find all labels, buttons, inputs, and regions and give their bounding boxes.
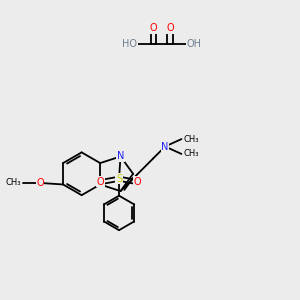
Text: CH₃: CH₃ [184,135,199,144]
Text: CH₃: CH₃ [6,178,22,188]
Text: N: N [161,142,169,152]
Text: OH: OH [186,40,201,50]
Text: O: O [36,178,44,188]
Text: O: O [150,23,158,33]
Text: O: O [134,177,142,187]
Text: CH₃: CH₃ [184,149,199,158]
Text: O: O [97,177,104,187]
Text: S: S [116,174,122,184]
Text: O: O [166,23,174,33]
Text: HO: HO [122,40,137,50]
Text: N: N [117,152,124,161]
